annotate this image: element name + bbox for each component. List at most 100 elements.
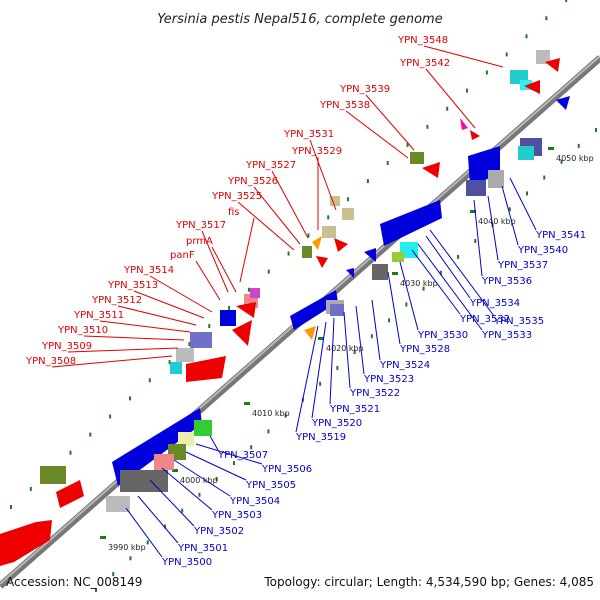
tick-dot: [336, 365, 339, 370]
label-leader-line: [371, 299, 381, 361]
label-leader-line: [343, 311, 351, 389]
tick-dot: [466, 88, 469, 93]
feature-box: [220, 310, 236, 326]
tick-dot: [526, 191, 529, 196]
tick-dot: [198, 492, 201, 497]
gene-label: YPN_3541: [535, 230, 586, 241]
feature-arrow: [312, 236, 322, 250]
gene-label: YPN_3525: [211, 191, 262, 202]
label-leader-line: [209, 435, 219, 451]
kbp-label: 4010 kbp: [252, 409, 290, 418]
gene-label: panF: [170, 250, 195, 261]
feature-box: [330, 196, 340, 206]
label-leader-line: [201, 230, 229, 293]
gene-label: YPN_3510: [57, 325, 108, 336]
feature-box: [536, 50, 550, 64]
gene-label: YPN_3513: [107, 280, 158, 291]
gene-label: fis: [228, 207, 240, 218]
feature-arrow: [364, 248, 376, 262]
kbp-label: 4020 kbp: [326, 344, 364, 353]
tick-dot: [347, 197, 350, 202]
gene-label: YPN_3502: [193, 526, 244, 537]
feature-box: [392, 252, 404, 262]
gene-label: YPN_3517: [175, 220, 226, 231]
label-leader-line: [195, 443, 263, 465]
tick-dot: [128, 396, 131, 401]
feature-box: [520, 80, 532, 90]
feature-arrow: [545, 58, 560, 72]
tick-dot: [353, 350, 356, 355]
kbp-tick: [548, 147, 554, 150]
gene-label: YPN_3506: [261, 464, 312, 475]
label-leader-line: [417, 243, 483, 331]
tick-dot: [146, 540, 149, 545]
kbp-tick: [244, 402, 250, 405]
gene-label: YPN_3534: [469, 298, 520, 309]
gene-label: YPN_3538: [319, 100, 370, 111]
feature-box: [400, 242, 418, 258]
tick-dot: [457, 254, 460, 259]
tick-dot: [370, 334, 373, 339]
feature-arrow: [380, 200, 442, 246]
tick-dot: [163, 524, 166, 529]
gene-label: YPN_3528: [399, 344, 450, 355]
feature-arrow: [232, 320, 252, 346]
gene-label: YPN_3508: [25, 356, 76, 367]
feature-box: [488, 170, 504, 188]
label-leader-line: [161, 467, 213, 511]
kbp-tick: [470, 210, 476, 213]
top-strand-features: [0, 50, 560, 566]
gene-label: YPN_3503: [211, 510, 262, 521]
label-leader-line: [149, 479, 195, 527]
gene-label: YPN_3504: [229, 496, 280, 507]
tick-dot: [148, 378, 151, 383]
label-leader-line: [195, 260, 221, 301]
tick-dot: [474, 239, 477, 244]
kbp-tick: [392, 272, 398, 275]
tick-dot: [560, 159, 563, 164]
tick-dot: [525, 34, 528, 39]
label-leader-line: [329, 317, 335, 405]
label-leader-line: [501, 185, 519, 246]
gene-label: YPN_3509: [41, 341, 92, 352]
gene-label: YPN_3511: [73, 310, 124, 321]
label-leader-line: [83, 335, 185, 341]
feature-box: [410, 152, 424, 164]
gene-label: YPN_3542: [399, 58, 450, 69]
label-leader-line: [309, 139, 337, 211]
label-leader-line: [239, 217, 255, 283]
tick-dot: [95, 588, 97, 592]
tick-dot: [215, 476, 218, 481]
tick-dot: [250, 445, 253, 450]
feature-arrow: [304, 326, 316, 340]
tick-dot: [366, 179, 369, 184]
feature-box: [176, 348, 194, 362]
tick-dot: [543, 175, 546, 180]
tick-dot: [577, 143, 580, 148]
label-leader-line: [473, 199, 483, 277]
tick-dot: [188, 342, 191, 347]
gene-label: YPN_3539: [339, 84, 390, 95]
tick-marks: 3990 kbp 4000 kbp 4010 kbp 4020 kbp 4030 kbp…: [10, 0, 597, 592]
feature-arrow: [334, 238, 348, 252]
feature-box: [466, 180, 486, 196]
feature-arrow: [524, 80, 540, 94]
feature-box: [250, 288, 260, 298]
accession-text: Accession: NC_008149: [6, 575, 142, 589]
gene-label: YPN_3523: [363, 374, 414, 385]
feature-arrow: [470, 130, 480, 140]
tick-dot: [10, 505, 12, 509]
map-title: Yersinia pestis Nepal516, complete genom…: [157, 12, 442, 27]
tick-dot: [181, 508, 184, 513]
tick-dot: [29, 486, 32, 491]
tick-dot: [388, 318, 391, 323]
feature-arrow: [236, 302, 256, 318]
kbp-tick: [100, 536, 106, 539]
tick-dot: [439, 270, 442, 275]
gene-label: YPN_3537: [497, 260, 548, 271]
tick-dot: [208, 323, 211, 328]
feature-box: [120, 470, 168, 492]
feature-box: [178, 432, 194, 446]
feature-box: [154, 454, 174, 470]
